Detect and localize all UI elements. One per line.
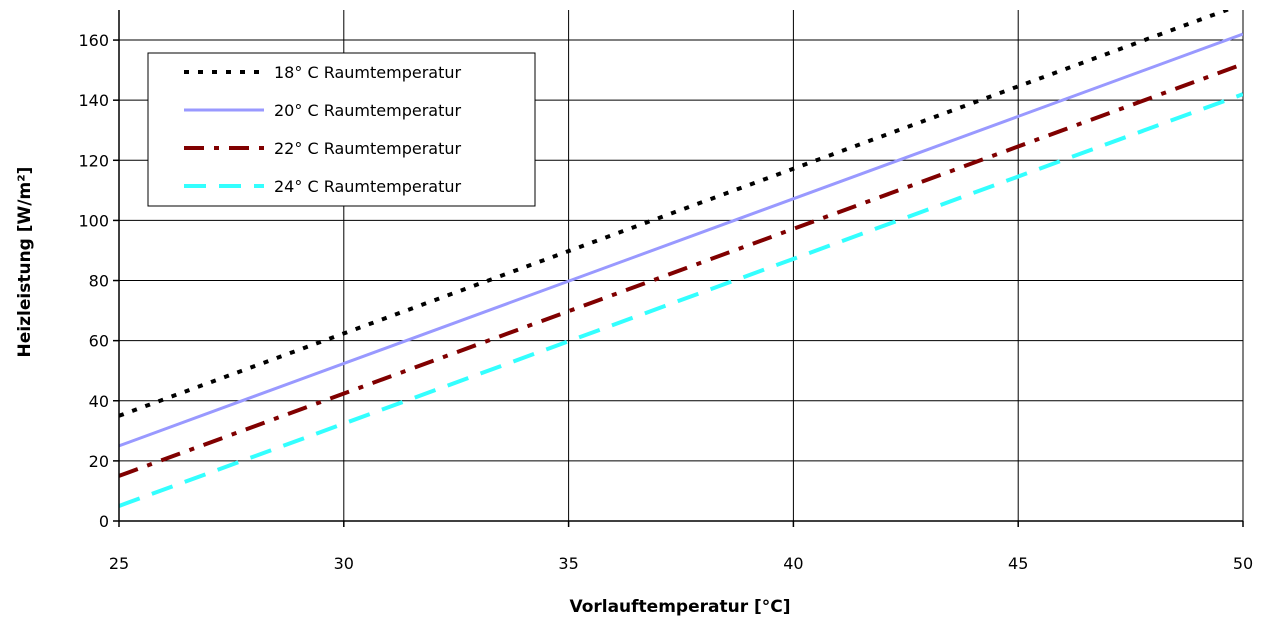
series-line-3 — [119, 62, 1243, 478]
tick-labels: 0 20 40 60 80 100 120 140 160 25 30 35 40 45 50 — [78, 31, 1253, 573]
x-tick-label: 50 — [1233, 554, 1253, 573]
x-axis-title: Vorlauftemperatur [°C] — [569, 597, 790, 617]
y-tick-label: 80 — [89, 272, 109, 291]
series-line-4 — [119, 92, 1243, 508]
x-tick-label: 40 — [783, 554, 803, 573]
y-tick-label: 20 — [89, 452, 109, 471]
series-line-1 — [119, 10, 1233, 418]
x-tick-label: 45 — [1008, 554, 1028, 573]
y-tick-label: 60 — [89, 332, 109, 351]
x-tick-label: 25 — [109, 554, 129, 573]
y-tick-label: 40 — [89, 392, 109, 411]
y-tick-label: 120 — [78, 151, 109, 170]
legend-label-2: 20° C Raumtemperatur — [274, 101, 462, 120]
legend-label-3: 22° C Raumtemperatur — [274, 139, 462, 158]
y-tick-label: 100 — [78, 211, 109, 230]
y-tick-label: 0 — [99, 512, 109, 531]
x-tick-label: 30 — [334, 554, 354, 573]
y-axis-title: Heizleistung [W/m²] — [15, 167, 35, 358]
series-line-2 — [119, 32, 1243, 448]
axes — [113, 10, 1244, 527]
legend-box — [147, 52, 536, 207]
x-tick-label: 35 — [558, 554, 578, 573]
legend: 18° C Raumtemperatur 20° C Raumtemperatur… — [147, 52, 536, 207]
legend-label-1: 18° C Raumtemperatur — [274, 63, 462, 82]
y-tick-label: 140 — [78, 91, 109, 110]
y-tick-label: 160 — [78, 31, 109, 50]
series-lines — [119, 10, 1243, 508]
legend-label-4: 24° C Raumtemperatur — [274, 177, 462, 196]
